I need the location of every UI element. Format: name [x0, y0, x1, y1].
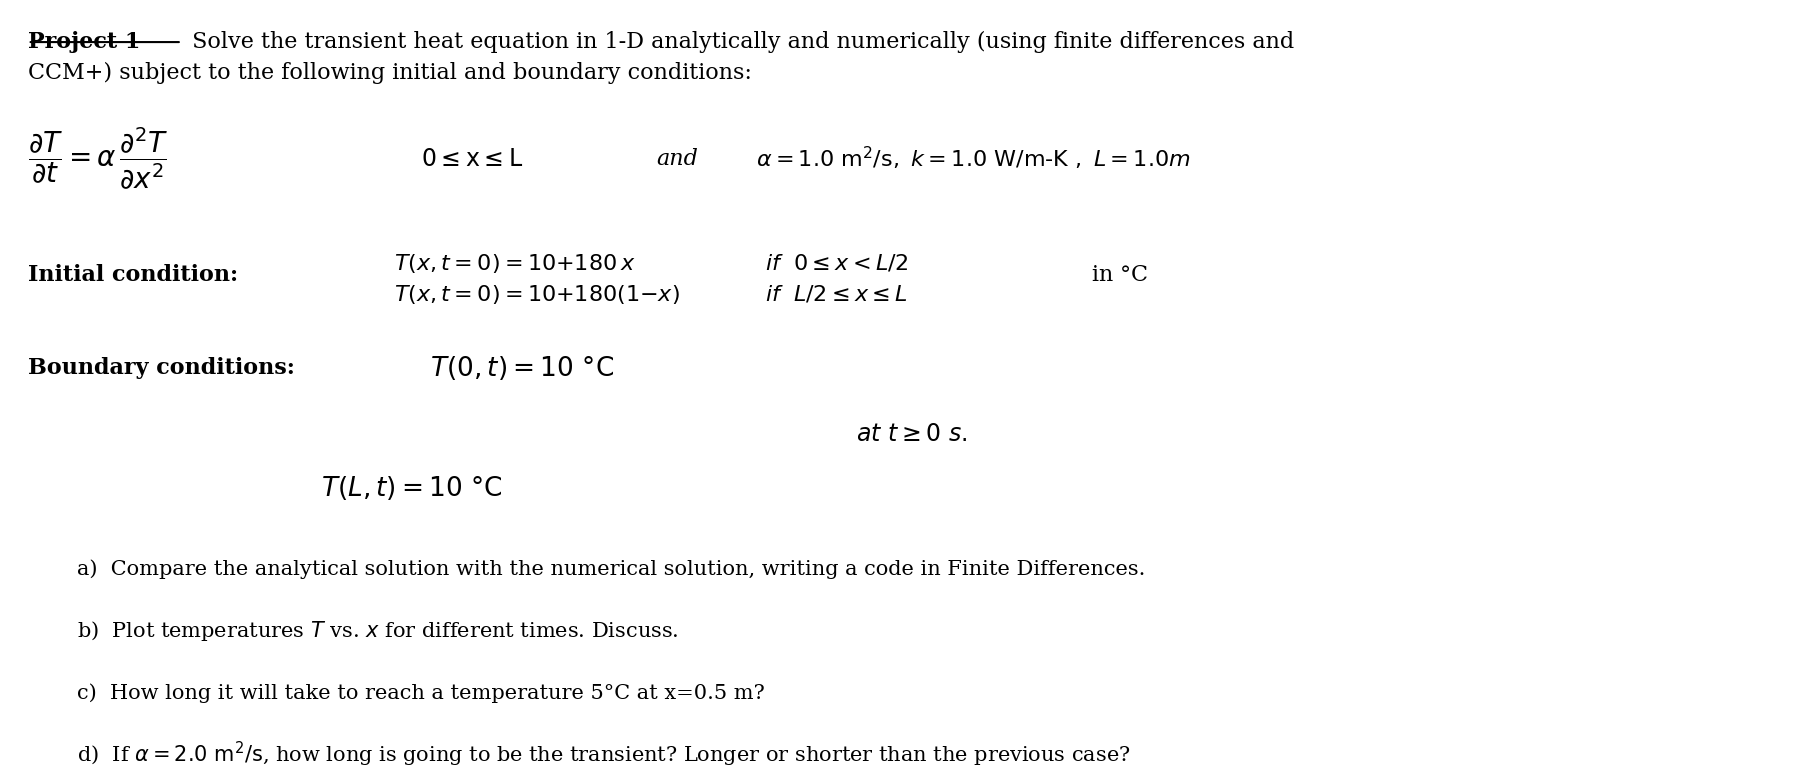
Text: Solve the transient heat equation in 1-D analytically and numerically (using fin: Solve the transient heat equation in 1-D… [186, 31, 1294, 53]
Text: Boundary conditions:: Boundary conditions: [27, 357, 295, 378]
Text: $T(x,t{=}0){=}10{+}180\,x$: $T(x,t{=}0){=}10{+}180\,x$ [393, 252, 635, 274]
Text: b)  Plot temperatures $T$ vs. $x$ for different times. Discuss.: b) Plot temperatures $T$ vs. $x$ for dif… [76, 619, 679, 643]
Text: a)  Compare the analytical solution with the numerical solution, writing a code : a) Compare the analytical solution with … [76, 559, 1145, 579]
Text: Initial condition:: Initial condition: [27, 264, 238, 286]
Text: c)  How long it will take to reach a temperature 5°C at x=0.5 m?: c) How long it will take to reach a temp… [76, 683, 764, 702]
Text: $\dfrac{\partial T}{\partial t} = \alpha\, \dfrac{\partial^2 T}{\partial x^2}$: $\dfrac{\partial T}{\partial t} = \alpha… [27, 126, 167, 192]
Text: and: and [657, 148, 699, 170]
Text: in $°$C: in $°$C [1092, 264, 1148, 286]
Text: $at\ t \geq 0\ s.$: $at\ t \geq 0\ s.$ [855, 421, 966, 446]
Text: $T(L,t) {=}10\ °\mathrm{C}$: $T(L,t) {=}10\ °\mathrm{C}$ [320, 474, 502, 502]
Text: d)  If $\alpha = 2.0\ \mathrm{m^2/s}$, how long is going to be the transient? Lo: d) If $\alpha = 2.0\ \mathrm{m^2/s}$, ho… [76, 740, 1130, 769]
Text: CCM+) subject to the following initial and boundary conditions:: CCM+) subject to the following initial a… [27, 63, 752, 84]
Text: Project 1: Project 1 [27, 31, 140, 53]
Text: $\alpha = 1.0\ \mathrm{m^2/s},\ k{=}1.0\ \mathrm{W/m\text{-}K}\ ,\ L{=}1.0m$: $\alpha = 1.0\ \mathrm{m^2/s},\ k{=}1.0\… [755, 145, 1190, 173]
Text: $\mathit{if}\ \ L/2 \leq x \leq L$: $\mathit{if}\ \ L/2 \leq x \leq L$ [764, 284, 908, 305]
Text: $T(x,t{=}0){=}10{+}180(1{-}x)$: $T(x,t{=}0){=}10{+}180(1{-}x)$ [393, 283, 679, 306]
Text: $T(0,t) = 10\ °\mathrm{C}$: $T(0,t) = 10\ °\mathrm{C}$ [430, 353, 613, 382]
Text: $\mathit{if}\ \ 0 \leq x < L/2$: $\mathit{if}\ \ 0 \leq x < L/2$ [764, 253, 908, 274]
Text: $0 \leq \mathrm{x} \leq \mathrm{L}$: $0 \leq \mathrm{x} \leq \mathrm{L}$ [420, 147, 522, 171]
